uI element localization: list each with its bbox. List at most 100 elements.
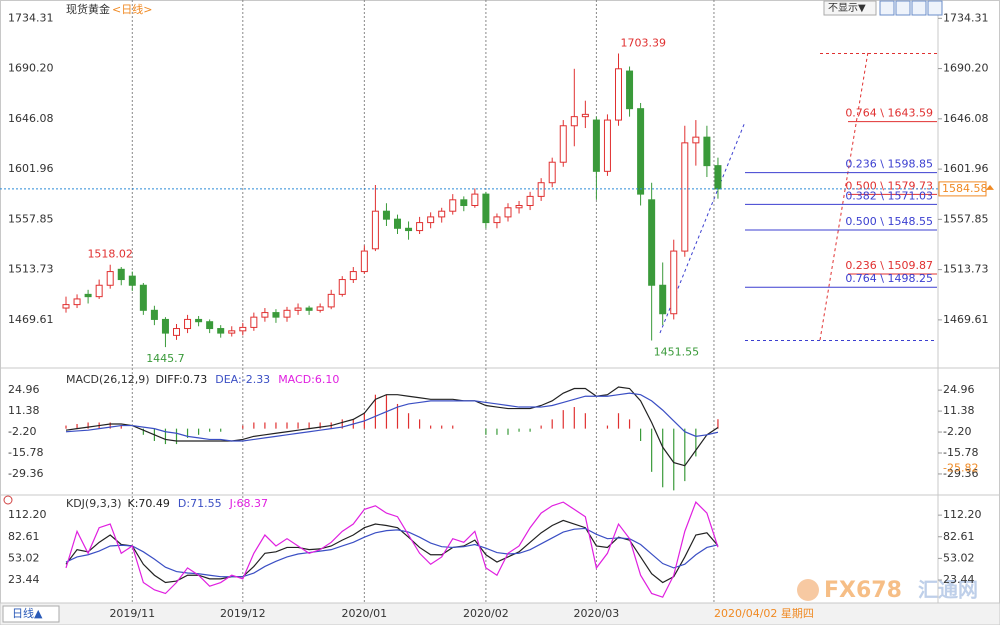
candle-body xyxy=(526,195,534,207)
candle-body xyxy=(570,116,578,127)
candle-body xyxy=(394,218,401,229)
y-tick-label: 1601.96 xyxy=(8,162,54,175)
candle-body xyxy=(283,309,291,318)
candle-body xyxy=(173,328,180,336)
legend-title: MACD(26,12,9) xyxy=(66,373,150,386)
extreme-label: 1451.55 xyxy=(654,345,700,358)
y-tick-label: 1513.73 xyxy=(943,263,989,276)
candle-body xyxy=(427,216,435,224)
candle-body xyxy=(84,293,92,298)
candle-body xyxy=(460,199,468,207)
candle-body xyxy=(106,271,114,286)
watermark-logo xyxy=(797,579,819,601)
fib-level-label: 0.500 \ 1548.55 xyxy=(845,215,933,228)
y-tick-label: 23.44 xyxy=(943,573,975,586)
legend-entry: D:71.55 xyxy=(178,497,222,510)
y-tick-label: 1557.85 xyxy=(943,212,989,225)
candle-body xyxy=(62,304,70,309)
tool-icon[interactable] xyxy=(911,0,927,16)
y-tick-label: 1513.73 xyxy=(8,263,54,276)
y-tick-label: 82.61 xyxy=(943,530,975,543)
candle-body xyxy=(206,321,214,330)
fib-level-label: 0.764 \ 1498.25 xyxy=(845,272,933,285)
y-tick-label: 112.20 xyxy=(8,508,47,521)
x-tick-label: 2019/11 xyxy=(109,607,155,620)
legend-title: KDJ(9,3,3) xyxy=(66,497,122,510)
y-tick-label: -15.78 xyxy=(943,446,978,459)
candle-body xyxy=(95,284,103,298)
candle-body xyxy=(360,250,368,273)
candle-body xyxy=(305,307,313,311)
candle-body xyxy=(504,207,512,218)
candle-body xyxy=(139,284,147,311)
y-tick-label: -2.20 xyxy=(943,425,971,438)
y-tick-label: 82.61 xyxy=(8,530,40,543)
hide-button[interactable] xyxy=(823,0,877,16)
y-tick-label: 1646.08 xyxy=(8,112,54,125)
y-tick-label: 1690.20 xyxy=(943,62,989,75)
hide-button-label[interactable]: 不显示▼ xyxy=(828,2,866,14)
candle-body xyxy=(626,70,634,110)
candle-body xyxy=(703,136,711,167)
x-tick-label: 2020/02 xyxy=(463,607,509,620)
candle-body xyxy=(471,193,479,207)
candle-body xyxy=(161,318,169,334)
candle-body xyxy=(482,193,490,224)
indicator-line xyxy=(65,386,719,467)
period-button[interactable] xyxy=(2,605,60,623)
candle-body xyxy=(294,307,302,311)
candle-body xyxy=(581,113,589,118)
y-tick-label: 23.44 xyxy=(8,573,40,586)
fib-level-label: 0.382 \ 1571.03 xyxy=(845,189,933,202)
current-price-label: 1584.58 xyxy=(942,182,988,195)
candle-body xyxy=(239,326,247,332)
y-tick-label: 24.96 xyxy=(8,383,40,396)
tool-icon[interactable] xyxy=(879,0,895,16)
indicator-line xyxy=(65,392,719,442)
y-tick-label: 1601.96 xyxy=(943,162,989,175)
tool-icon[interactable] xyxy=(895,0,911,16)
candle-body xyxy=(449,199,457,212)
candle-body xyxy=(150,309,158,320)
x-tick-label: 2019/12 xyxy=(220,607,266,620)
instrument-title: 现货黄金 xyxy=(66,2,110,16)
period-button-label[interactable]: 日线▲ xyxy=(12,606,43,620)
y-tick-label: 1557.85 xyxy=(8,212,54,225)
kdj-icon xyxy=(3,495,13,505)
candle-body xyxy=(128,275,136,286)
x-tick-label: 2020/03 xyxy=(574,607,620,620)
candle-body xyxy=(648,199,656,286)
candle-body xyxy=(405,227,413,232)
candle-body xyxy=(438,210,446,218)
candle-body xyxy=(338,279,346,295)
fib-level-label: 0.236 \ 1598.85 xyxy=(845,158,933,171)
y-tick-label: 1690.20 xyxy=(8,62,54,75)
candle-body xyxy=(592,119,600,172)
legend-entry: MACD:6.10 xyxy=(278,373,339,386)
y-tick-label: 1734.31 xyxy=(943,11,989,24)
y-tick-label: 1734.31 xyxy=(8,11,54,24)
candle-body xyxy=(603,119,611,172)
y-marker-label: -25.82 xyxy=(943,461,978,474)
current-price-arrow xyxy=(986,184,994,190)
candle-body xyxy=(73,298,81,306)
candle-body xyxy=(371,210,379,250)
watermark: FX678 xyxy=(824,578,902,603)
tool-icon[interactable] xyxy=(927,0,943,16)
fib-trend-line xyxy=(819,51,869,341)
fib-level-label: 0.764 \ 1643.59 xyxy=(845,107,933,120)
candle-body xyxy=(250,316,258,328)
candle-body xyxy=(493,216,501,224)
y-tick-label: 11.38 xyxy=(8,404,40,417)
y-tick-label: -29.36 xyxy=(8,467,43,480)
extreme-label: 1445.7 xyxy=(146,352,185,365)
candle-body xyxy=(659,284,667,315)
candle-body xyxy=(615,68,622,121)
cursor-date: 2020/04/02 星期四 xyxy=(714,607,814,620)
candle-body xyxy=(548,161,556,184)
indicator-line xyxy=(65,501,719,598)
legend-entry: DIFF:0.73 xyxy=(156,373,208,386)
y-tick-label: 1469.61 xyxy=(8,313,54,326)
